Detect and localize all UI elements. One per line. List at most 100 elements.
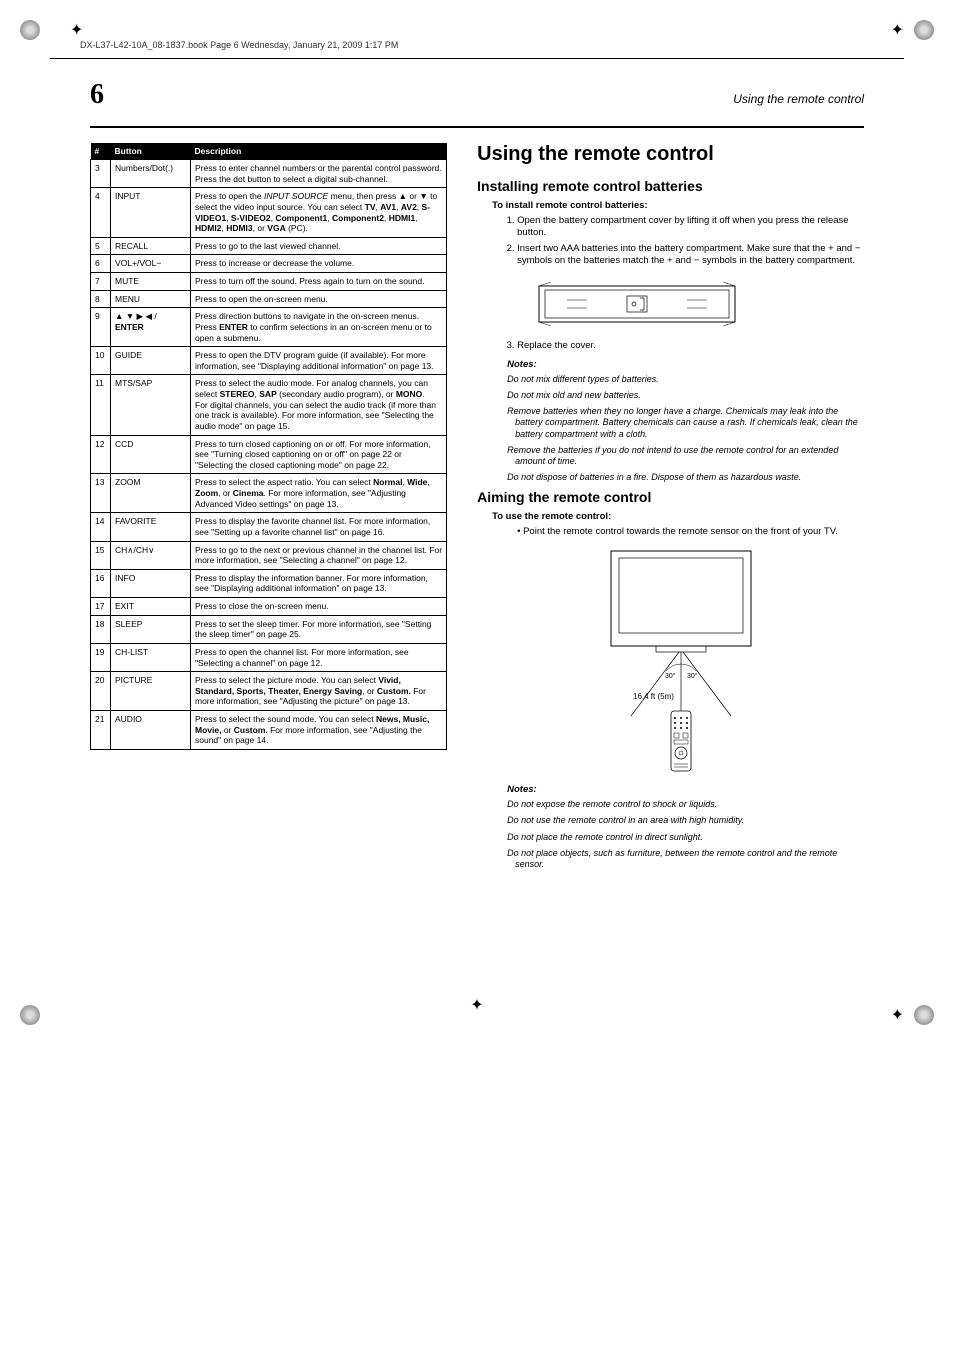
button-name: INFO <box>111 569 191 597</box>
row-number: 19 <box>91 643 111 671</box>
heading-main: Using the remote control <box>477 143 864 166</box>
button-name: CH-LIST <box>111 643 191 671</box>
row-number: 4 <box>91 188 111 238</box>
row-number: 5 <box>91 237 111 255</box>
table-row: 20PICTUREPress to select the picture mod… <box>91 672 447 711</box>
print-marks-bottom: ✦ ✦ <box>50 995 904 1025</box>
battery-compartment-diagram <box>537 280 737 328</box>
table-row: 9▲ ▼ ▶ ◀ / ENTERPress direction buttons … <box>91 308 447 347</box>
notes-label: Notes: <box>507 359 864 370</box>
install-steps: Open the battery compartment cover by li… <box>517 215 864 267</box>
row-number: 14 <box>91 513 111 541</box>
button-name: VOL+/VOL− <box>111 255 191 273</box>
table-row: 5RECALLPress to go to the last viewed ch… <box>91 237 447 255</box>
button-name: PICTURE <box>111 672 191 711</box>
table-row: 17EXITPress to close the on-screen menu. <box>91 598 447 616</box>
note-item: Remove the batteries if you do not inten… <box>507 445 864 468</box>
row-number: 10 <box>91 347 111 375</box>
registration-mark-icon <box>20 20 40 40</box>
row-number: 3 <box>91 160 111 188</box>
row-number: 7 <box>91 273 111 291</box>
button-description: Press to open the DTV program guide (if … <box>191 347 447 375</box>
table-row: 18SLEEPPress to set the sleep timer. For… <box>91 615 447 643</box>
row-number: 12 <box>91 435 111 474</box>
content-columns: #ButtonDescription 3Numbers/Dot(.)Press … <box>50 143 904 875</box>
table-row: 21AUDIOPress to select the sound mode. Y… <box>91 711 447 750</box>
row-number: 11 <box>91 375 111 435</box>
row-number: 6 <box>91 255 111 273</box>
registration-mark-icon <box>20 1005 40 1025</box>
button-description: Press to select the picture mode. You ca… <box>191 672 447 711</box>
print-header-line: DX-L37-L42-10A_08-1837.book Page 6 Wedne… <box>50 40 904 50</box>
button-name: EXIT <box>111 598 191 616</box>
table-row: 6VOL+/VOL−Press to increase or decrease … <box>91 255 447 273</box>
button-name: AUDIO <box>111 711 191 750</box>
notes-label: Notes: <box>507 784 864 795</box>
button-description: Press direction buttons to navigate in t… <box>191 308 447 347</box>
note-item: Do not place the remote control in direc… <box>507 832 864 843</box>
list-item: Open the battery compartment cover by li… <box>517 215 864 240</box>
cross-mark-icon: ✦ <box>891 20 904 40</box>
button-name: ▲ ▼ ▶ ◀ / ENTER <box>111 308 191 347</box>
button-name: CCD <box>111 435 191 474</box>
heading-aiming: Aiming the remote control <box>477 489 864 505</box>
note-item: Do not dispose of batteries in a fire. D… <box>507 472 864 483</box>
registration-mark-icon <box>914 20 934 40</box>
button-name: MTS/SAP <box>111 375 191 435</box>
page-number: 6 <box>90 79 104 111</box>
page-header: 6 Using the remote control <box>50 79 904 111</box>
button-name: FAVORITE <box>111 513 191 541</box>
button-description: Press to open the channel list. For more… <box>191 643 447 671</box>
table-row: 7MUTEPress to turn off the sound. Press … <box>91 273 447 291</box>
row-number: 16 <box>91 569 111 597</box>
row-number: 9 <box>91 308 111 347</box>
list-item: Replace the cover. <box>517 340 864 352</box>
registration-mark-icon <box>914 1005 934 1025</box>
row-number: 8 <box>91 290 111 308</box>
distance-label: 16.4 ft (5m) <box>633 692 674 701</box>
print-marks-top: ✦ ✦ <box>50 20 904 40</box>
button-description: Press to select the sound mode. You can … <box>191 711 447 750</box>
table-header: Description <box>191 143 447 160</box>
table-row: 12CCDPress to turn closed captioning on … <box>91 435 447 474</box>
button-name: MUTE <box>111 273 191 291</box>
install-step-3: Replace the cover. <box>517 340 864 352</box>
table-row: 4INPUTPress to open the INPUT SOURCE men… <box>91 188 447 238</box>
table-row: 3Numbers/Dot(.)Press to enter channel nu… <box>91 160 447 188</box>
note-item: Do not expose the remote control to shoc… <box>507 799 864 810</box>
button-description: Press to increase or decrease the volume… <box>191 255 447 273</box>
row-number: 15 <box>91 541 111 569</box>
table-header: Button <box>111 143 191 160</box>
table-row: 11MTS/SAPPress to select the audio mode.… <box>91 375 447 435</box>
row-number: 18 <box>91 615 111 643</box>
list-item: Point the remote control towards the rem… <box>517 526 864 538</box>
remote-buttons-table: #ButtonDescription 3Numbers/Dot(.)Press … <box>90 143 447 750</box>
button-description: Press to select the aspect ratio. You ca… <box>191 474 447 513</box>
button-description: Press to set the sleep timer. For more i… <box>191 615 447 643</box>
table-row: 8MENUPress to open the on-screen menu. <box>91 290 447 308</box>
table-row: 13ZOOMPress to select the aspect ratio. … <box>91 474 447 513</box>
button-description: Press to go to the last viewed channel. <box>191 237 447 255</box>
right-column: Using the remote control Installing remo… <box>477 143 864 875</box>
row-number: 21 <box>91 711 111 750</box>
table-row: 14FAVORITEPress to display the favorite … <box>91 513 447 541</box>
button-description: Press to select the audio mode. For anal… <box>191 375 447 435</box>
button-name: SLEEP <box>111 615 191 643</box>
angle-label: 30° <box>665 672 676 680</box>
button-description: Press to display the favorite channel li… <box>191 513 447 541</box>
row-number: 20 <box>91 672 111 711</box>
button-description: Press to close the on-screen menu. <box>191 598 447 616</box>
cross-mark-icon: ✦ <box>470 995 483 1015</box>
note-item: Do not place objects, such as furniture,… <box>507 848 864 871</box>
table-header: # <box>91 143 111 160</box>
button-name: MENU <box>111 290 191 308</box>
table-row: 10GUIDEPress to open the DTV program gui… <box>91 347 447 375</box>
note-item: Do not use the remote control in an area… <box>507 815 864 826</box>
button-name: Numbers/Dot(.) <box>111 160 191 188</box>
button-description: Press to go to the next or previous chan… <box>191 541 447 569</box>
table-row: 15CH∧/CH∨Press to go to the next or prev… <box>91 541 447 569</box>
button-name: INPUT <box>111 188 191 238</box>
heading-install: Installing remote control batteries <box>477 178 864 194</box>
button-description: Press to enter channel numbers or the pa… <box>191 160 447 188</box>
list-item: Insert two AAA batteries into the batter… <box>517 243 864 268</box>
